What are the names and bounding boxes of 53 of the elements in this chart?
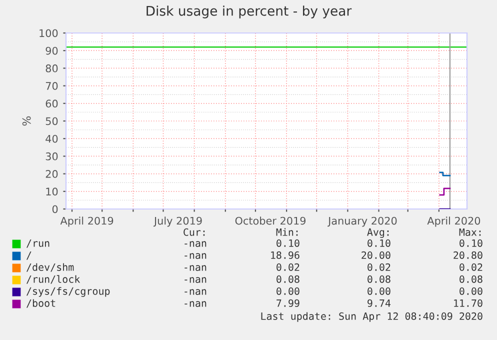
legend-label: /boot xyxy=(26,299,56,308)
text: 0.10 xyxy=(460,239,482,247)
text: 7.99 xyxy=(276,299,300,307)
text: Last update: Sun Apr 12 08:40:09 2020 xyxy=(261,312,482,322)
y-tick-label: 0 xyxy=(52,205,58,214)
chart-title: Disk usage in percent - by year xyxy=(146,6,352,18)
text: -nan xyxy=(184,277,206,283)
legend-label: /dev/shm xyxy=(26,263,74,272)
text: 20.80 xyxy=(454,251,482,259)
text: Max: xyxy=(459,228,481,236)
x-tick-label: January 2020 xyxy=(328,216,397,227)
text: 0.00 xyxy=(460,287,482,295)
x-tick-label: October 2019 xyxy=(235,216,306,225)
y-tick-label: 60 xyxy=(46,100,58,108)
text: Avg: xyxy=(367,228,389,238)
text: 0.08 xyxy=(368,275,390,283)
y-tick-label: 40 xyxy=(46,134,58,143)
text: 0.10 xyxy=(368,239,390,247)
y-axis-title: % xyxy=(22,116,31,126)
text: 0.02 xyxy=(276,263,300,271)
text: 0.10 xyxy=(276,239,300,247)
text: 11.70 xyxy=(454,299,482,307)
text: 0.00 xyxy=(368,287,390,295)
text: Min: xyxy=(276,228,298,236)
x-tick-label: April 2020 xyxy=(427,216,480,227)
y-tick-label: 20 xyxy=(46,170,58,178)
text: -nan xyxy=(184,265,206,271)
legend-label: /sys/fs/cgroup xyxy=(26,287,110,297)
x-tick-label: April 2019 xyxy=(60,216,114,227)
y-tick-label: 10 xyxy=(46,188,58,196)
text: -nan xyxy=(184,253,206,259)
y-tick-label: 30 xyxy=(46,152,58,160)
text: 18.96 xyxy=(271,251,300,259)
text: 0.08 xyxy=(460,275,482,283)
text: 20.00 xyxy=(362,251,390,259)
text: -nan xyxy=(184,289,206,295)
text: 9.74 xyxy=(368,299,391,307)
text: -nan xyxy=(184,241,206,247)
legend-label: /run/lock xyxy=(26,275,80,284)
y-tick-label: 70 xyxy=(46,82,58,90)
y-tick-label: 90 xyxy=(46,46,58,55)
x-tick-label: July 2019 xyxy=(153,216,202,227)
text: -nan xyxy=(184,301,206,307)
text: 0.02 xyxy=(460,263,482,271)
y-tick-label: 100 xyxy=(40,29,58,38)
legend-label: / xyxy=(26,251,32,260)
text: 0.02 xyxy=(368,263,390,271)
y-tick-label: 80 xyxy=(46,64,58,72)
text: Cur: xyxy=(184,228,205,236)
y-tick-label: 50 xyxy=(46,117,58,126)
text: 0.00 xyxy=(276,287,300,295)
legend-label: /run xyxy=(26,239,50,248)
text: 0.08 xyxy=(276,275,300,283)
